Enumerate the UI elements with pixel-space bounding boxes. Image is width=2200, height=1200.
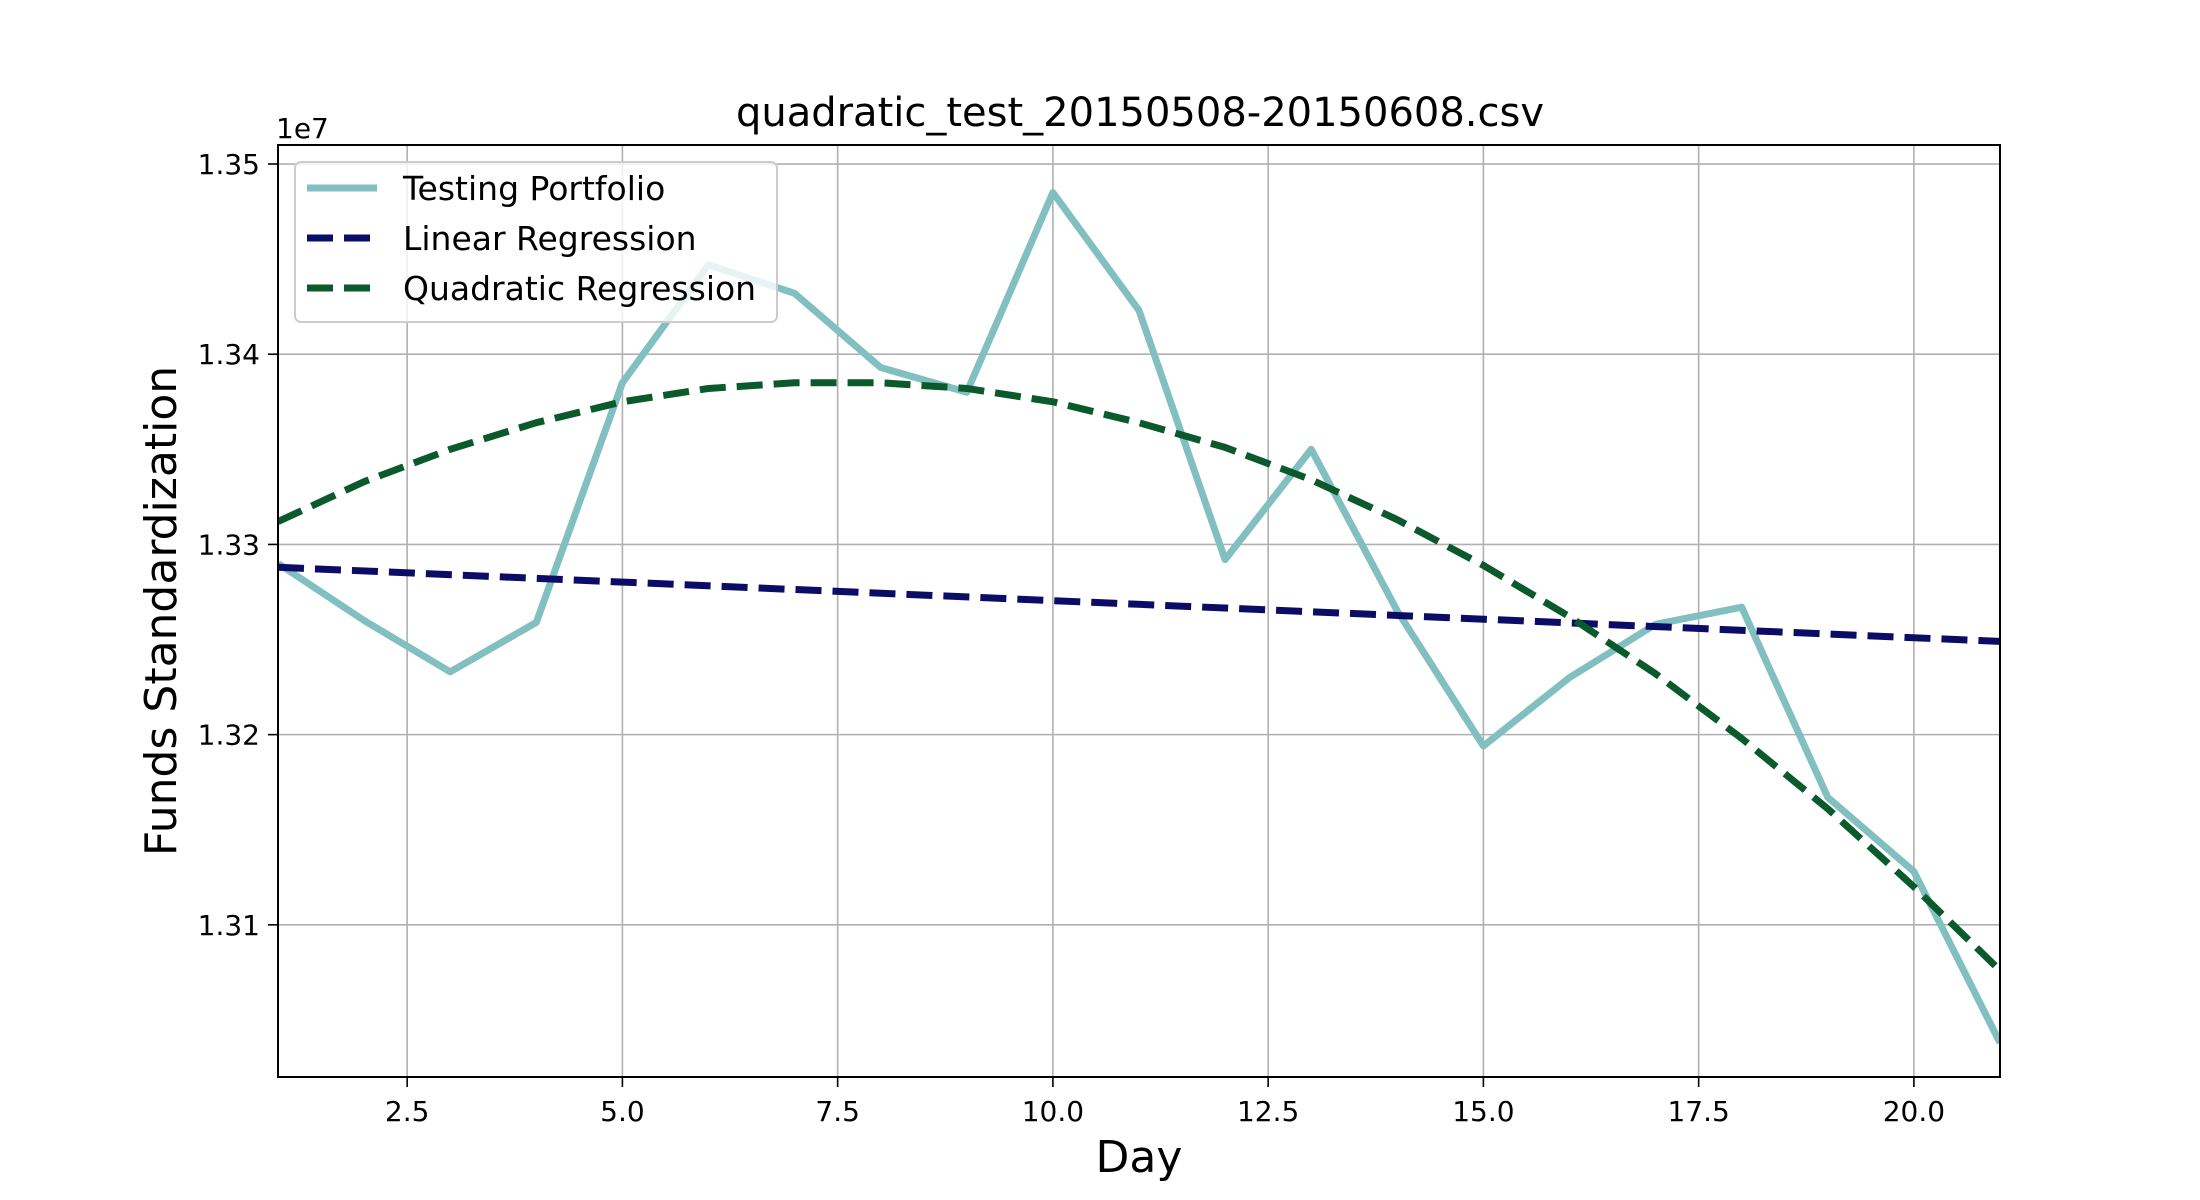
legend: Testing Portfolio Linear Regression Quadra… <box>294 161 778 323</box>
y-tick-label: 1.33 <box>198 528 260 561</box>
series-line-0 <box>278 189 2000 1045</box>
x-tick-label: 17.5 <box>1667 1095 1729 1128</box>
legend-label-0: Testing Portfolio <box>402 169 665 208</box>
x-tick-label: 15.0 <box>1452 1095 1514 1128</box>
y-tick-label: 1.35 <box>198 148 260 181</box>
y-tick-label: 1.31 <box>198 909 260 942</box>
x-tick-label: 7.5 <box>815 1095 860 1128</box>
x-tick-label: 5.0 <box>600 1095 645 1128</box>
y-offset-label: 1e7 <box>276 112 329 145</box>
x-tick-label: 20.0 <box>1883 1095 1945 1128</box>
x-tick-label: 12.5 <box>1237 1095 1299 1128</box>
y-axis-label: Funds Standardization <box>136 366 187 856</box>
x-tick-label: 2.5 <box>385 1095 430 1128</box>
series-layer <box>278 189 2000 1045</box>
x-axis-label: Day <box>1096 1132 1183 1183</box>
legend-label-1: Linear Regression <box>403 219 697 258</box>
grid <box>278 145 2000 1077</box>
x-tick-label: 10.0 <box>1022 1095 1084 1128</box>
legend-box <box>294 161 778 323</box>
y-tick-label: 1.34 <box>198 338 260 371</box>
series-line-1 <box>278 563 2000 645</box>
chart-title: quadratic_test_20150508-20150608.csv <box>736 90 1544 136</box>
series-line-2 <box>278 379 2000 973</box>
plot-frame <box>277 144 2001 1078</box>
x-axis: 2.5 5.0 7.5 10.0 12.5 15.0 17.5 20.0 <box>385 1077 1945 1128</box>
y-tick-label: 1.32 <box>198 719 260 752</box>
y-axis: 1.31 1.32 1.33 1.34 1.35 <box>198 148 278 942</box>
legend-label-2: Quadratic Regression <box>403 269 756 308</box>
